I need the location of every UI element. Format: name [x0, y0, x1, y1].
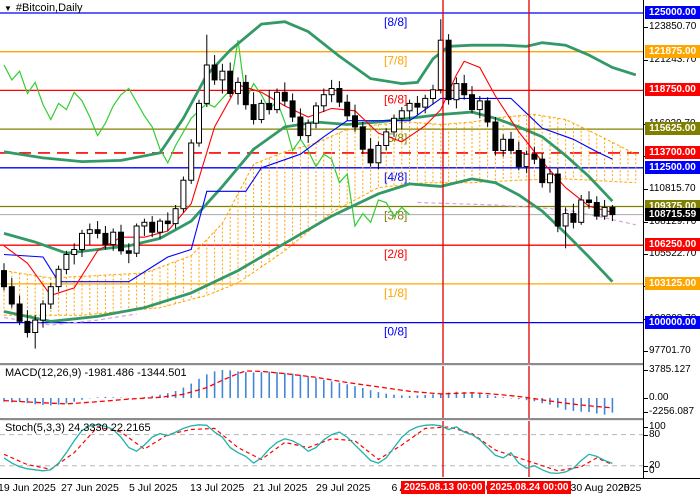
candles-layer [1, 19, 616, 349]
price-axis-label: 0 [649, 465, 655, 476]
time-axis-label: 19 Jun 2025 [0, 482, 56, 494]
price-axis-tick [644, 59, 648, 61]
murrey-level-label: [0/8] [384, 325, 407, 339]
price-axis-badge: 106250.00 [645, 238, 700, 252]
murrey-level-label: [4/8] [384, 170, 407, 184]
price-axis[interactable]: 123850.70121243.70116029.70113422.701108… [643, 0, 700, 478]
time-axis-event-badge: 2025.08.13 00:00 [401, 481, 486, 494]
time-axis[interactable]: 2025 19 Jun 2025 27 Jun 2025 5 Jul 2025 13 … [0, 478, 700, 500]
price-axis-tick [644, 427, 648, 428]
murrey-level-label: [3/8] [384, 209, 407, 223]
price-axis-badge: 100000.00 [645, 315, 700, 329]
murrey-level-label: [6/8] [384, 92, 407, 106]
price-axis-label: 123850.70 [649, 21, 697, 33]
murrey-level-label: [8/8] [384, 15, 407, 29]
price-axis-tick [644, 398, 648, 399]
price-axis-label: 110815.70 [649, 182, 696, 194]
price-axis-badge: 125000.00 [645, 6, 700, 19]
price-axis-label: 108129.70 [649, 215, 697, 227]
upper-band-line [3, 20, 637, 164]
price-axis-badge: 103125.00 [645, 276, 700, 290]
price-axis-tick [644, 27, 648, 29]
price-axis-tick [644, 221, 648, 223]
price-axis-label: 97701.70 [649, 345, 691, 357]
price-axis-label: 80 [649, 428, 661, 440]
price-axis-label: 100 [649, 421, 666, 432]
time-axis-label: 29 Jul 2025 [316, 482, 371, 494]
time-axis-label: 5 Jul 2025 [129, 482, 178, 494]
price-axis-badge: 121875.00 [645, 44, 700, 58]
price-axis-tick [644, 434, 648, 436]
kijun-sen-line [3, 97, 613, 283]
price-axis-tick [644, 465, 648, 467]
time-axis-label: 20 [480, 482, 492, 494]
symbol-name: #Bitcoin,Daily [15, 2, 83, 14]
main-chart-canvas[interactable]: [8/8][7/8][6/8][5/8][4/8][3/8][2/8][1/8]… [0, 0, 643, 363]
price-axis-badge: 118750.00 [645, 83, 700, 97]
price-axis-tick [644, 412, 648, 413]
murrey-level-label: [1/8] [384, 286, 407, 300]
time-axis-label: 21 Jul 2025 [253, 482, 308, 494]
murrey-level-label: [7/8] [384, 54, 407, 68]
symbol-label: ▼ #Bitcoin,Daily [4, 2, 83, 14]
murrey-level-label: [2/8] [384, 247, 407, 261]
stoch-canvas[interactable] [0, 421, 643, 477]
pane-separator[interactable] [0, 363, 700, 366]
stoch-pane[interactable]: Stoch(5,3,3) 24.3330 22.2165 [0, 421, 643, 477]
price-axis-badge: 113700.00 [645, 145, 700, 159]
macd-pane[interactable]: MACD(12,26,9) -1981.486 -1344.501 [0, 366, 643, 418]
lower-band-line [3, 177, 614, 323]
macd-label: MACD(12,26,9) -1981.486 -1344.501 [5, 367, 187, 379]
price-axis-badge: 112500.00 [645, 160, 700, 174]
time-axis-label: 30 Aug 2025 [570, 482, 630, 494]
macd-canvas[interactable] [0, 366, 643, 418]
price-axis-label: 3785.127 [649, 364, 691, 375]
stoch-k-line [3, 424, 613, 475]
senkou-span-b-line [4, 178, 636, 316]
price-axis-tick [644, 188, 648, 190]
price-axis-badge: 108715.59 [645, 207, 700, 221]
price-axis-tick [644, 351, 648, 353]
price-axis-tick [644, 370, 648, 371]
price-axis-badge: 115625.00 [645, 122, 700, 136]
price-axis-tick [644, 254, 648, 256]
time-axis-event-badge: 2025.08.24 00:00 [487, 481, 572, 494]
price-axis-label: -2256.087 [649, 406, 695, 417]
price-axis-label: 20 [649, 459, 661, 471]
time-axis-label: 13 Jul 2025 [190, 482, 245, 494]
price-axis-label: 0.00 [649, 392, 669, 403]
chart-menu-arrow-icon[interactable]: ▼ [4, 4, 12, 13]
macd-signal-line [3, 370, 613, 409]
stoch-d-line [3, 426, 613, 472]
price-axis-label: 121243.70 [649, 53, 697, 65]
time-axis-year: 2025 [618, 482, 642, 494]
stoch-label: Stoch(5,3,3) 24.3330 22.2165 [5, 422, 151, 434]
time-axis-label: 27 Jun 2025 [61, 482, 119, 494]
main-chart-pane[interactable]: [8/8] [7/8] [6/8] [5/8] [4/8] [3/8] [2/8] [1/8]… [0, 0, 643, 363]
price-axis-tick [644, 471, 648, 472]
senkou-span-a-line [3, 113, 637, 279]
pane-separator[interactable] [0, 418, 700, 421]
price-axis-label: 105522.70 [649, 248, 697, 260]
